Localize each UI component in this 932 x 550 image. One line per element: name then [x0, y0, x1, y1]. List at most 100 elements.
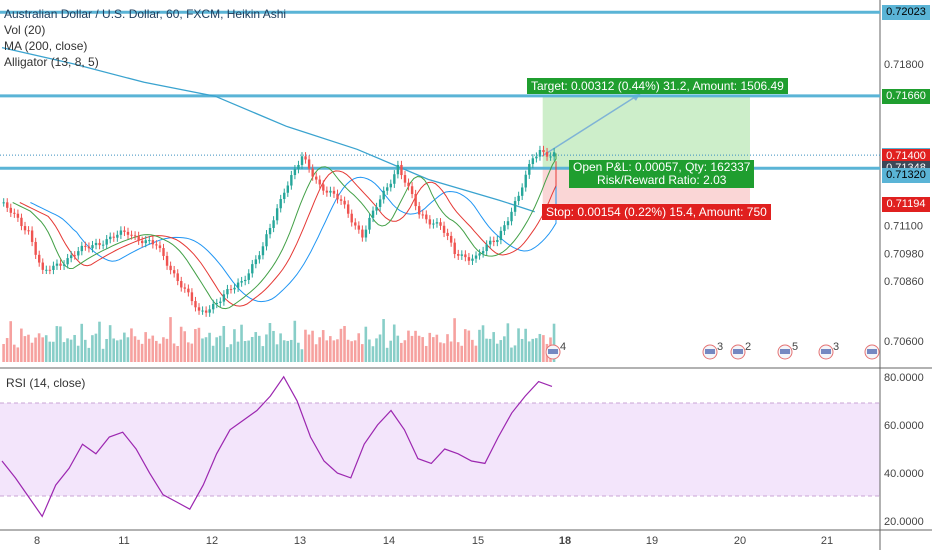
- price-tag: 0.72023: [882, 5, 930, 21]
- candle-body: [421, 214, 424, 216]
- candle-body: [283, 192, 286, 200]
- candle-body: [236, 282, 240, 288]
- rsi-legend: RSI (14, close): [6, 376, 86, 390]
- flag-stripe: [733, 349, 743, 354]
- candle-body: [20, 217, 23, 227]
- candle-body: [151, 240, 155, 245]
- volume-bar: [190, 343, 194, 362]
- volume-bar: [179, 326, 183, 362]
- candle-body: [55, 263, 59, 266]
- candle-body: [552, 152, 556, 157]
- open-pl-label[interactable]: Open P&L: 0.00057, Qty: 162337 Risk/Rewa…: [569, 160, 755, 188]
- projection-arrow: [541, 93, 641, 157]
- volume-bar: [69, 339, 73, 362]
- volume-bar: [194, 329, 197, 362]
- volume-bar: [503, 336, 506, 362]
- volume-bar: [133, 336, 137, 362]
- volume-bar: [314, 344, 318, 362]
- volume-bar: [229, 344, 233, 362]
- candle-body: [542, 149, 545, 153]
- volume-bar: [208, 332, 211, 362]
- rsi-band: [0, 403, 880, 496]
- candle-body: [449, 235, 453, 243]
- volume-bar: [467, 330, 471, 362]
- candle-body: [265, 234, 268, 247]
- volume-bar: [350, 341, 353, 362]
- price-tick-label: 0.71800: [884, 59, 924, 71]
- volume-bar: [449, 341, 453, 362]
- flag-stripe: [705, 349, 715, 354]
- volume-bar: [48, 341, 52, 362]
- target-label[interactable]: Target: 0.00312 (0.44%) 31.2, Amount: 15…: [527, 78, 788, 94]
- price-tag: 0.71660: [882, 89, 930, 105]
- candle-body: [496, 240, 499, 243]
- volume-bar: [435, 334, 439, 362]
- candle-body: [520, 187, 524, 196]
- volume-bar: [400, 342, 403, 362]
- candle-body: [286, 185, 290, 193]
- volume-bar: [499, 340, 503, 362]
- price-tag: 0.71400: [882, 149, 930, 165]
- candle-body: [45, 269, 48, 271]
- volume-bar: [176, 345, 179, 362]
- candle-body: [414, 194, 417, 207]
- candle-body: [446, 232, 449, 236]
- candle-body: [190, 292, 194, 302]
- candle-body: [428, 219, 432, 225]
- candle-body: [240, 281, 243, 283]
- volume-bar: [403, 340, 407, 362]
- volume-bar: [172, 343, 176, 362]
- volume-bar: [62, 342, 66, 362]
- volume-bar: [2, 344, 5, 362]
- candle-body: [439, 222, 442, 226]
- candle-body: [215, 303, 218, 305]
- volume-bar: [91, 335, 94, 362]
- volume-bar: [12, 344, 16, 362]
- candle-body: [293, 169, 297, 176]
- volume-bar: [59, 326, 62, 362]
- volume-bar: [286, 340, 290, 362]
- candle-body: [233, 287, 236, 290]
- volume-bar: [254, 332, 258, 362]
- volume-bar: [279, 333, 282, 362]
- candle-body: [403, 175, 407, 183]
- candle-body: [453, 242, 456, 255]
- candle-body: [180, 281, 183, 288]
- risk-reward-text: Risk/Reward Ratio: 2.03: [597, 173, 727, 187]
- volume-bar: [186, 342, 190, 362]
- candle-body: [322, 184, 325, 191]
- volume-bar: [414, 330, 417, 362]
- candle-body: [226, 289, 229, 295]
- volume-bar: [421, 337, 424, 362]
- volume-bar: [183, 331, 187, 362]
- candle-body: [357, 225, 361, 230]
- ma200-line: [1, 46, 535, 213]
- flag-stripe: [780, 349, 790, 354]
- candle-body: [229, 289, 233, 291]
- volume-bar: [307, 334, 311, 362]
- candle-body: [123, 230, 126, 232]
- stop-label[interactable]: Stop: 0.00154 (0.22%) 15.4, Amount: 750: [542, 204, 771, 220]
- candle-body: [94, 242, 98, 246]
- volume-bar: [492, 332, 495, 362]
- candle-body: [499, 230, 503, 241]
- candle-body: [30, 230, 34, 242]
- candle-body: [27, 230, 30, 232]
- volume-bar: [368, 339, 371, 362]
- alligator-jaw-line: [30, 176, 557, 303]
- volume-bar: [517, 328, 520, 362]
- chart-title: Australian Dollar / U.S. Dollar, 60, FXC…: [4, 7, 287, 21]
- candle-body: [73, 255, 76, 257]
- volume-bar: [389, 340, 392, 362]
- candle-body: [101, 244, 105, 246]
- candle-body: [16, 213, 20, 218]
- candle-body: [460, 254, 464, 256]
- volume-bar: [204, 337, 208, 362]
- candle-body: [528, 164, 531, 175]
- candle-body: [116, 234, 119, 238]
- volume-bar: [428, 332, 432, 362]
- candle-body: [130, 234, 133, 236]
- volume-bar: [552, 323, 556, 362]
- volume-bar: [311, 330, 314, 362]
